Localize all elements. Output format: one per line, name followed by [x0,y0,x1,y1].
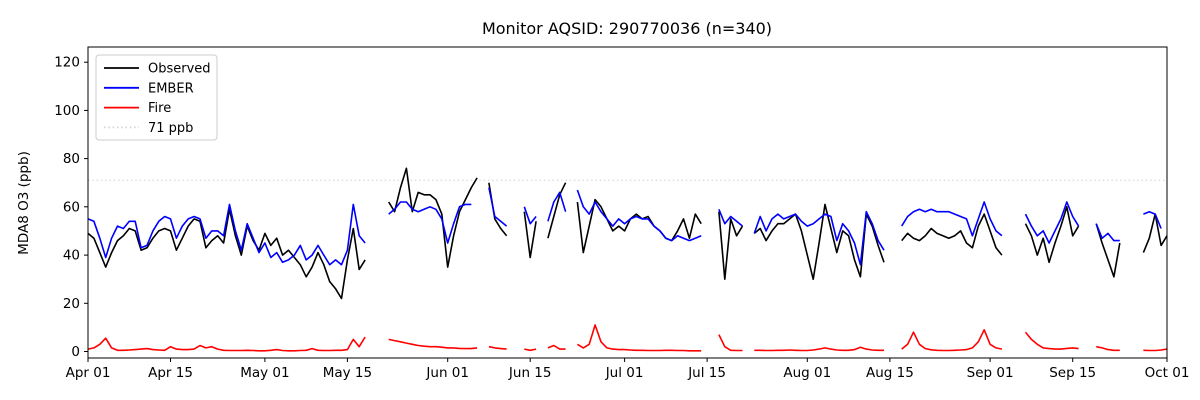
ember-line [87,187,1162,266]
x-tick-label: Oct 01 [1145,365,1190,381]
x-tick-label: Aug 01 [783,365,831,381]
observed-line [87,167,1168,300]
legend-label-ember: EMBER [148,81,194,96]
y-tick-label: 0 [71,344,80,360]
x-tick-label: Sep 01 [967,365,1014,381]
plot-area-border [87,46,1168,359]
x-tick-label: Jul 15 [687,365,726,381]
fire-line [87,324,1168,352]
y-tick-label: 100 [54,103,80,119]
x-tick-label: Jul 01 [605,365,644,381]
chart-title: Monitor AQSID: 290770036 (n=340) [482,19,772,38]
y-tick-label: 60 [63,199,80,215]
x-tick-label: Aug 15 [866,365,914,381]
x-tick-label: Apr 15 [148,365,193,381]
y-axis-ticks: 0 20 40 60 80 100 120 [54,55,88,360]
x-tick-label: Jun 15 [508,365,552,381]
legend-label-observed: Observed [148,62,211,77]
y-tick-label: 20 [63,296,80,312]
legend: Observed EMBER Fire 71 ppb [95,54,218,141]
x-axis-ticks: Apr 01 Apr 15 May 01 May 15 Jun 01 Jun 15 Jul … [66,358,1190,381]
y-tick-label: 80 [63,151,80,167]
legend-label-71-ppb: 71 ppb [148,121,193,136]
x-tick-label: Sep 15 [1049,365,1096,381]
x-tick-label: Apr 01 [66,365,111,381]
x-tick-label: May 01 [240,365,289,381]
x-tick-label: May 15 [323,365,372,381]
legend-box [95,54,218,141]
y-axis-label: MDA8 O3 (ppb) [16,151,32,255]
y-tick-label: 40 [63,248,80,264]
data-series-group [87,167,1168,352]
legend-label-fire: Fire [148,101,171,116]
x-tick-label: Jun 01 [425,365,469,381]
y-tick-label: 120 [54,55,80,71]
